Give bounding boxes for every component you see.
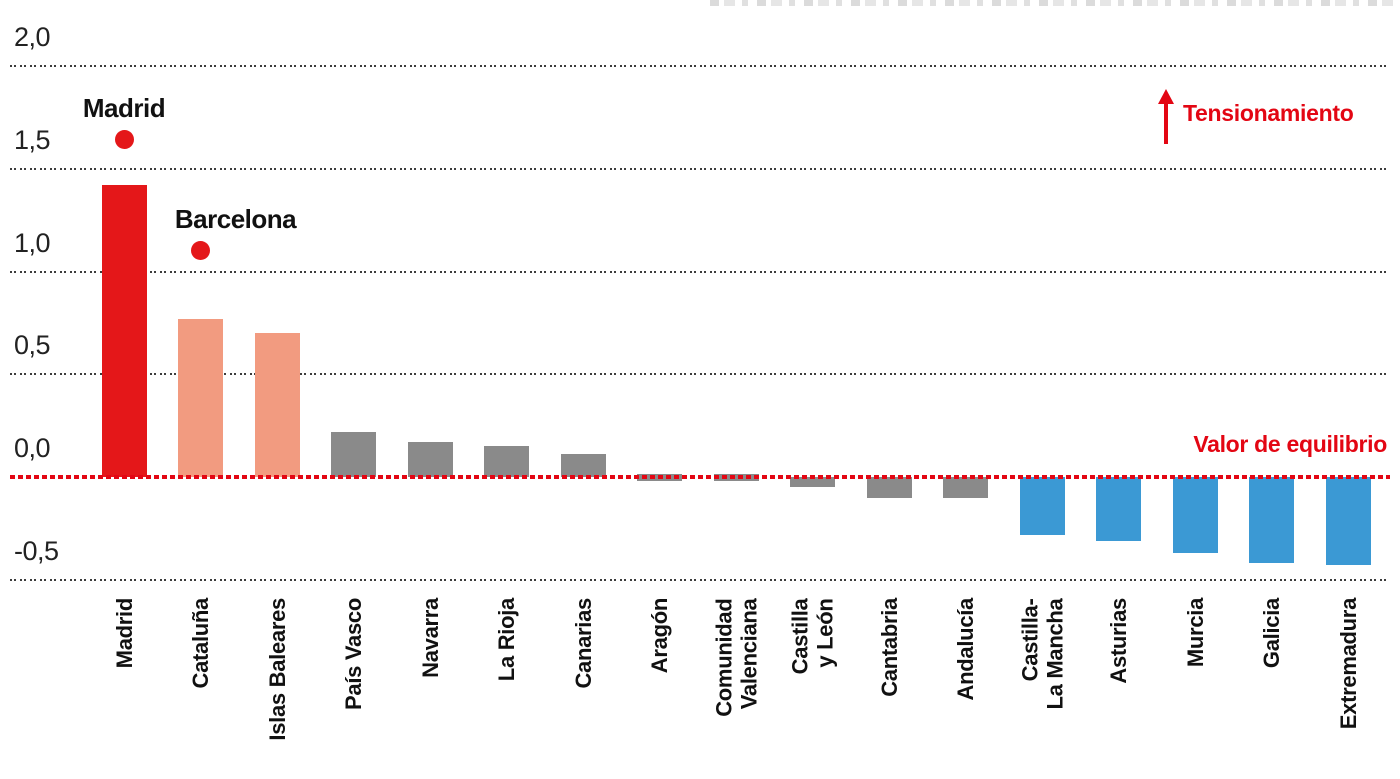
gridline-2: [10, 65, 1390, 67]
x-label-comunidad-valenciana: Comunidad Valenciana: [711, 598, 761, 717]
bar-madrid: [101, 185, 147, 477]
city-dot-barcelona: [191, 241, 210, 261]
x-label-castilla-la-mancha: Castilla- La Mancha: [1017, 598, 1067, 709]
gridline--0.5: [10, 578, 1390, 581]
cropped-text-artifact: [710, 0, 1400, 6]
y-tick-label: 0,0: [14, 433, 51, 463]
bar-galicia: [1249, 477, 1294, 564]
bar-pais-vasco: [331, 431, 376, 477]
y-tick-label: 1,0: [14, 227, 51, 258]
y-tick-label: 2,0: [14, 22, 51, 52]
x-label-cantabria: Cantabria: [876, 598, 902, 697]
city-label-barcelona: Barcelona: [174, 203, 297, 234]
x-label-madrid: Madrid: [111, 598, 137, 669]
tension-legend-label: Tensionamiento: [1183, 100, 1354, 126]
x-label-cataluna: Cataluña: [188, 598, 213, 689]
bar-extremadura: [1325, 477, 1371, 566]
y-tick-label: 1,5: [14, 124, 51, 155]
equilibrium-label: Valor de equilibrio: [1193, 431, 1387, 457]
bar-islas-baleares: [254, 333, 300, 477]
bar-asturias: [1096, 477, 1141, 541]
bar-navarra: [407, 442, 453, 477]
gridline-0.5: [10, 373, 1390, 376]
x-label-extremadura: Extremadura: [1335, 598, 1361, 730]
x-label-pais-vasco: País Vasco: [341, 598, 366, 710]
x-label-murcia: Murcia: [1182, 598, 1208, 668]
x-label-asturias: Asturias: [1106, 598, 1131, 684]
x-label-andalucia: Andalucía: [953, 598, 978, 701]
bar-andalucia: [943, 477, 988, 498]
gridline-1: [10, 270, 1390, 273]
bar-canarias: [560, 454, 606, 477]
x-label-galicia: Galicia: [1259, 598, 1284, 669]
x-label-castilla-y-leon: Castilla y León: [787, 598, 838, 674]
city-label-madrid: Madrid: [82, 92, 166, 123]
bar-castilla-la-mancha: [1019, 477, 1065, 535]
x-label-aragon: Aragón: [647, 598, 672, 674]
y-tick-label: -0,5: [14, 535, 59, 566]
bar-la-rioja: [484, 446, 529, 477]
bar-cataluna: [178, 318, 223, 477]
bar-cantabria: [866, 477, 912, 498]
city-dot-madrid: [114, 130, 134, 150]
equilibrium-line: [10, 475, 1390, 479]
x-label-islas-baleares: Islas Baleares: [264, 598, 290, 741]
x-label-canarias: Canarias: [570, 598, 596, 689]
x-label-navarra: Navarra: [417, 598, 443, 678]
up-arrow-icon: [1164, 102, 1168, 144]
bar-castilla-y-leon: [790, 477, 835, 488]
bar-murcia: [1172, 477, 1218, 554]
up-arrow-head-icon: [1158, 89, 1174, 104]
y-tick-label: 0,5: [14, 330, 51, 361]
gridline-1.5: [10, 167, 1390, 170]
x-label-la-rioja: La Rioja: [494, 598, 519, 682]
